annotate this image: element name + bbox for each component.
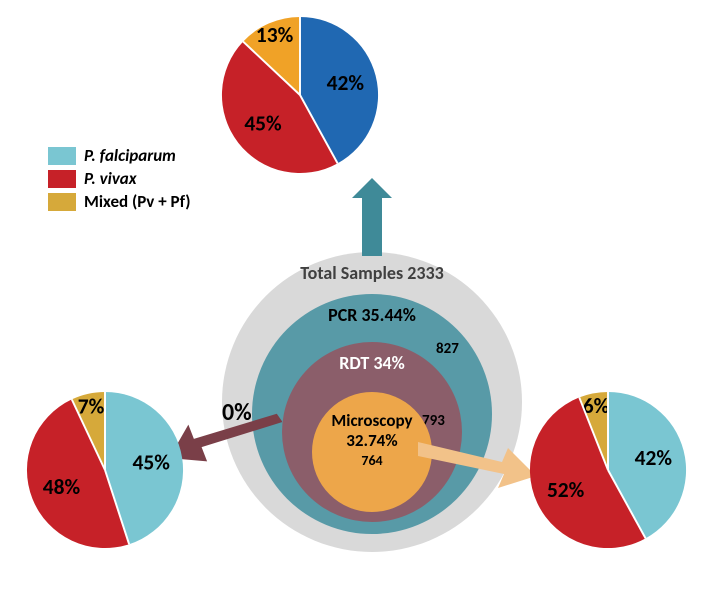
nested-circles: Total Samples 2333 PCR 35.44% 827 RDT 34… (222, 252, 522, 552)
legend-label: Mixed (Pv + Pf) (84, 191, 191, 212)
pie-slice-label: 45% (244, 111, 282, 137)
legend-swatch (48, 170, 76, 188)
legend-swatch (48, 193, 76, 211)
zero-percent-label: 0% (222, 398, 252, 427)
pie-slice-label: 42% (327, 70, 365, 96)
pie-slice-label: 45% (133, 450, 171, 476)
pie-right: 42%52%6% (528, 390, 688, 550)
legend-label: P. vivax (84, 168, 137, 189)
pie-slice-label: 13% (256, 22, 294, 48)
label-microscopy-1: Microscopy (312, 410, 432, 431)
pie-slice-label: 7% (78, 393, 105, 419)
count-microscopy: 764 (312, 452, 432, 469)
legend-label: P. falciparum (84, 145, 176, 166)
label-microscopy-2: 32.74% (312, 430, 432, 451)
arrow-top (352, 178, 392, 256)
pie-top: 42% 45% 13% (220, 15, 380, 175)
legend-swatch (48, 147, 76, 165)
legend-item-mixed: Mixed (Pv + Pf) (48, 191, 191, 212)
legend-item-vivax: P. vivax (48, 168, 191, 189)
label-pcr: PCR 35.44% (252, 304, 492, 326)
circle-microscopy: Microscopy 32.74% 764 (312, 392, 432, 512)
pie-slice-label: 42% (635, 445, 673, 471)
pie-left: 45% 48% 7% (25, 390, 185, 550)
legend: P. falciparum P. vivax Mixed (Pv + Pf) (48, 145, 191, 214)
legend-item-falciparum: P. falciparum (48, 145, 191, 166)
label-total: Total Samples 2333 (222, 262, 522, 284)
pie-slice-label: 52% (547, 477, 585, 503)
label-rdt: RDT 34% (282, 352, 462, 374)
pie-slice-label: 48% (43, 474, 81, 500)
arrow-right (418, 434, 536, 488)
